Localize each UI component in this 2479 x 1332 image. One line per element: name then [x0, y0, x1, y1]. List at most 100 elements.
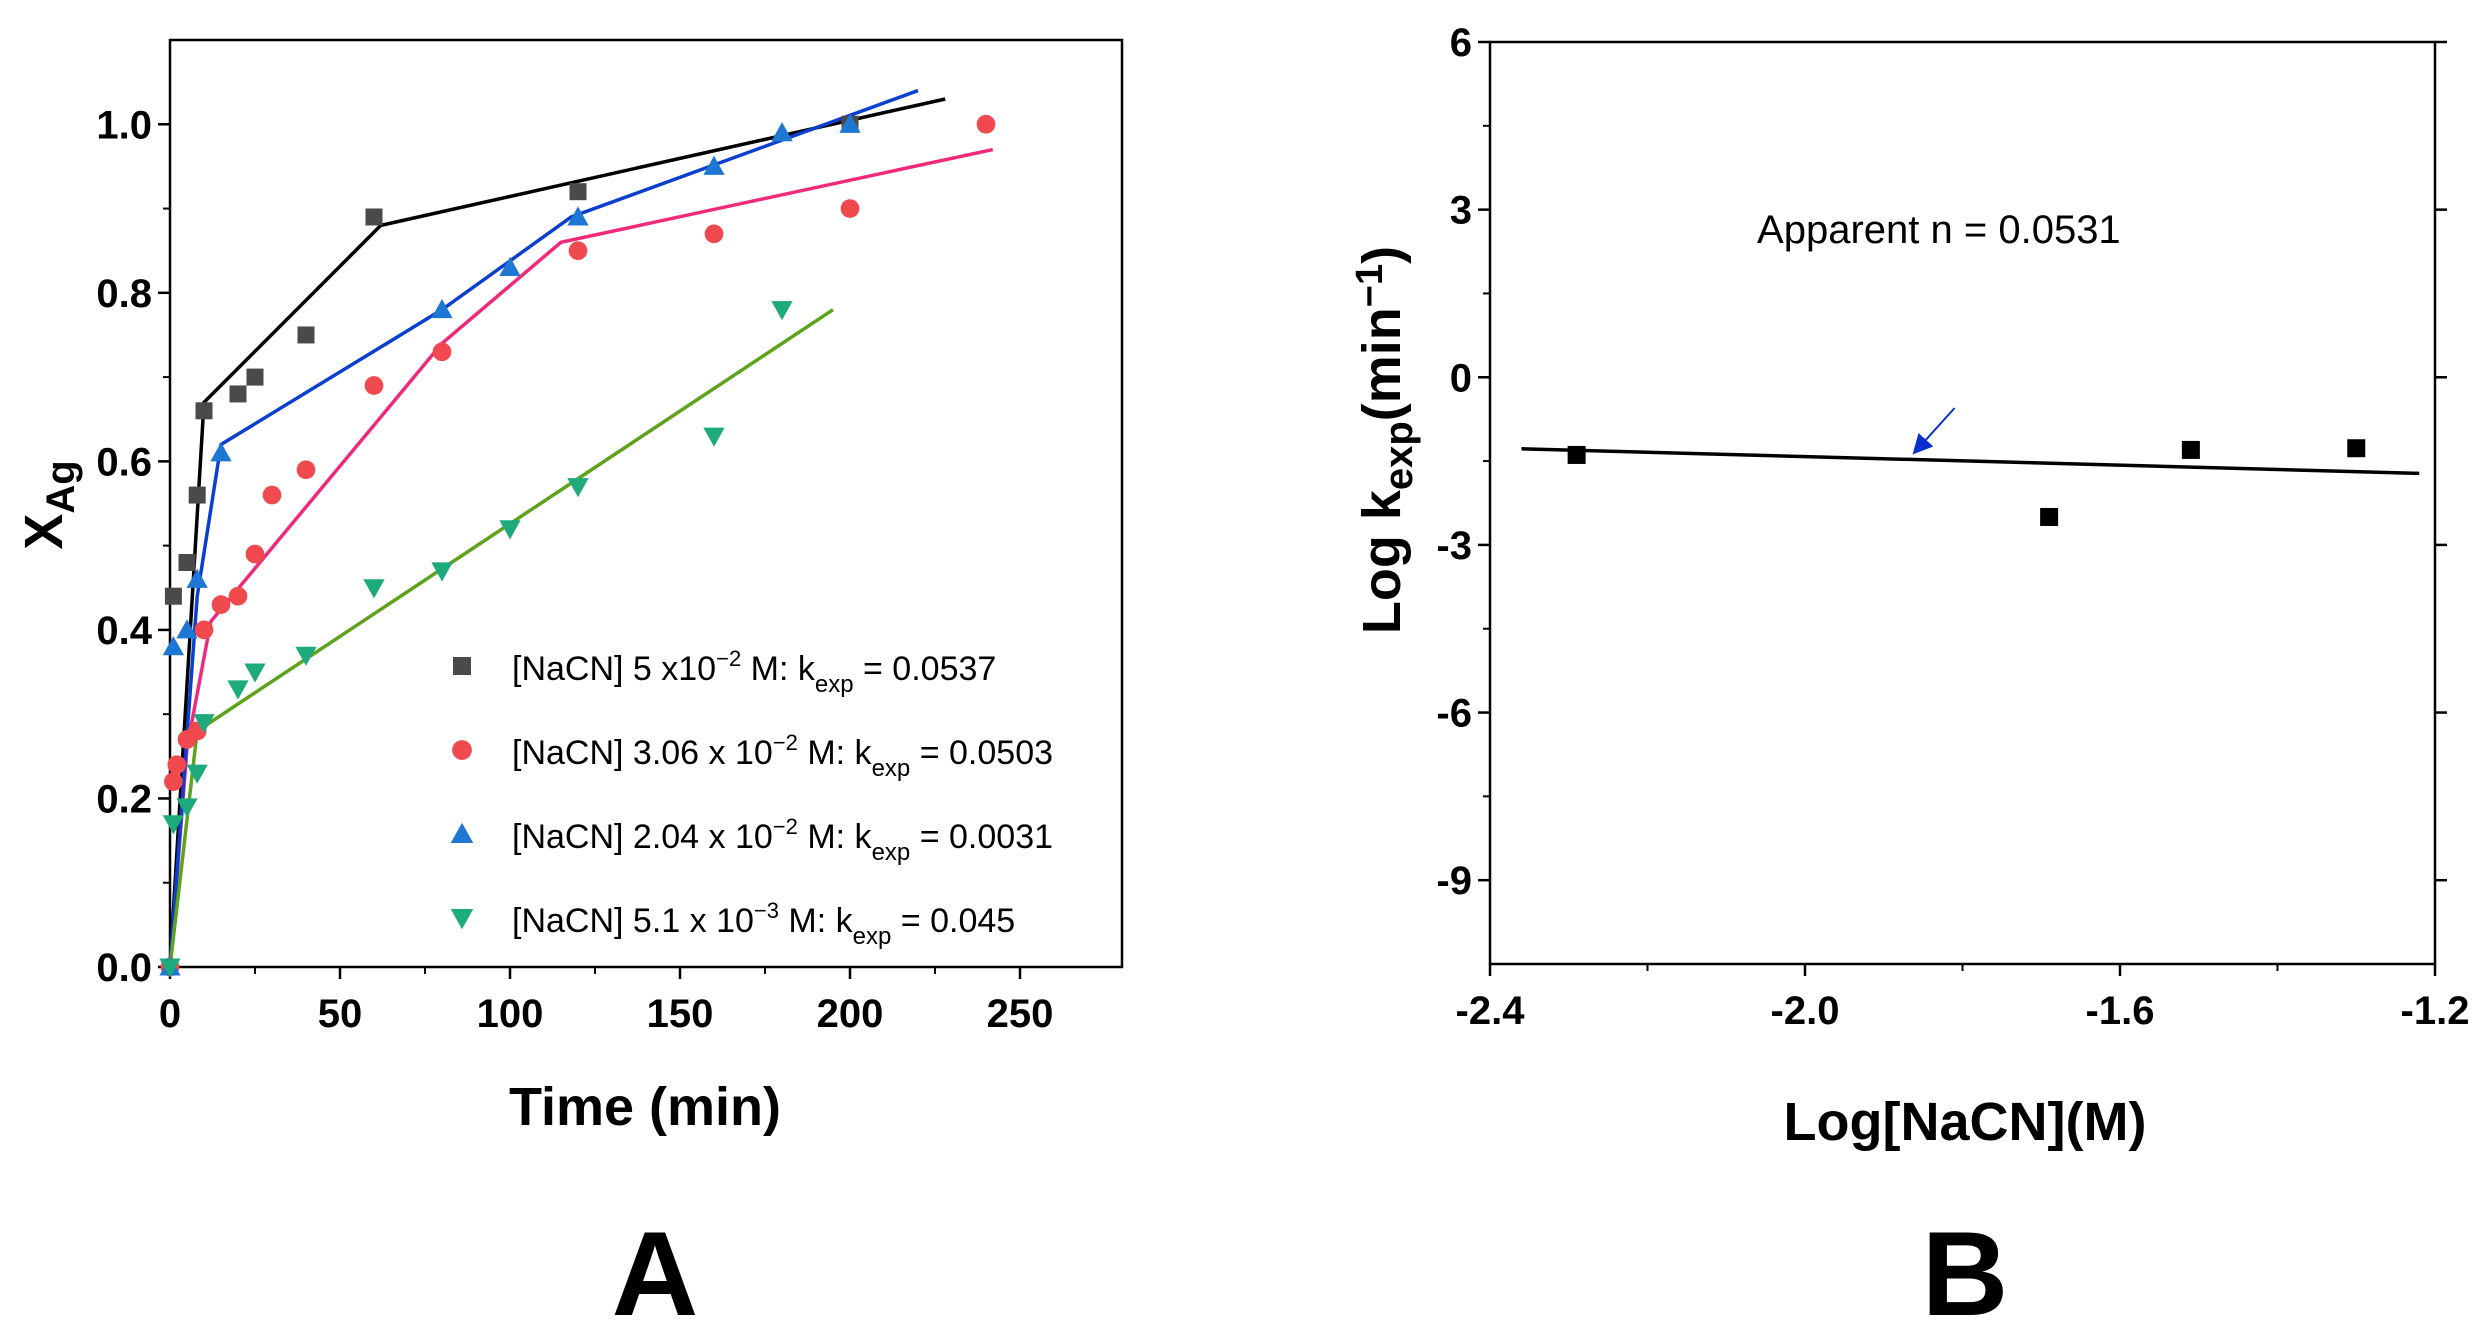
panel-a-point-series-1	[262, 485, 282, 505]
panel-a-y-tick-label: 0.0	[96, 946, 152, 990]
panel-a-point-series-3	[567, 478, 589, 498]
panel-a-legend-entry-0: [NaCN] 5 x10−2 M: kexp = 0.0537	[512, 646, 996, 698]
panel-b-y-tick-label: 3	[1450, 189, 1472, 233]
panel-a-point-series-1	[228, 586, 248, 606]
panel-b-x-tick-label: -1.6	[2086, 989, 2155, 1033]
panel-a-plot-area	[168, 38, 1124, 969]
panel-a-point-series-1	[840, 199, 860, 218]
panel-a-ticks: 0 50 100 150 200 250 0.0 0.2 0.4 0.6 0.8 1.0	[96, 103, 1053, 1036]
panel-a-point-series-3	[295, 646, 317, 666]
panel-a-legend-text-part: exp	[853, 923, 892, 950]
panel-b-y-axis-title-sup: −1	[1349, 264, 1391, 307]
panel-a-point-series-2	[431, 299, 453, 319]
panel-a-x-tick-label: 100	[477, 992, 544, 1036]
panel-a-point-series-2	[176, 619, 198, 639]
panel-a-point-series-0	[195, 402, 213, 420]
panel-a-x-tick-label: 50	[318, 992, 363, 1036]
panel-a-y-axis-title-sub: Ag	[39, 460, 83, 513]
panel-a-point-series-0	[365, 208, 383, 226]
panel-a-point-series-1	[976, 114, 996, 134]
panel-a-point-series-1	[167, 755, 187, 775]
panel-b-point	[2040, 507, 2059, 526]
panel-a-point-series-3	[703, 427, 725, 447]
panel-b-y-tick-label: 6	[1450, 21, 1472, 65]
panel-b-point	[1567, 445, 1586, 464]
panel-b-ticks: -2.4 -2.0 -1.6 -1.2 6 3 0 -3 -6 -9	[1436, 21, 2469, 1033]
panel-b-fit-line	[1521, 447, 2420, 476]
panel-a-legend-marker-2	[450, 822, 474, 843]
panel-a-legend-text-part: [NaCN] 5.1 x 10	[512, 902, 754, 940]
panel-b-y-axis-title-sub: exp	[1377, 421, 1421, 490]
panel-a-x-tick-label: 250	[987, 992, 1054, 1036]
panel-a-legend-text-part: M: k	[741, 650, 816, 688]
panel-a-point-series-1	[704, 224, 724, 244]
panel-a-y-tick-label: 0.6	[96, 440, 152, 484]
panel-a-point-series-1	[245, 544, 265, 564]
panel-a-point-series-2	[162, 636, 185, 656]
panel-a-point-series-3	[363, 579, 385, 599]
panel-a-point-series-2	[567, 206, 589, 226]
panel-b-fit-line	[1521, 447, 2420, 476]
panel-a-legend-text-part: M: k	[798, 818, 873, 856]
panel-a-y-axis-title-main: X	[14, 514, 74, 550]
panel-a-y-tick-label: 1.0	[96, 103, 152, 147]
panel-a-legend-marker-1	[452, 740, 472, 760]
panel-a-point-series-3	[244, 663, 266, 683]
panel-b-annotation-text: Apparent n = 0.0531	[1757, 208, 2121, 252]
panel-a-x-tick-label: 150	[647, 992, 714, 1036]
panel-a-point-series-3	[159, 958, 181, 978]
panel-b-x-axis-title: Log[NaCN](M)	[1784, 1092, 2147, 1152]
panel-a-legend-text-part: = 0.0537	[854, 650, 997, 688]
panel-a-legend-text-part: −2	[716, 646, 741, 671]
panel-a-point-series-2	[210, 442, 232, 462]
panel-a-fit-lines	[168, 88, 994, 968]
panel-a-point-series-1	[194, 620, 214, 640]
panel-a-legend-text-part: exp	[815, 671, 854, 698]
panel-a-point-series-3	[227, 680, 249, 700]
panel-a-point-series-3	[499, 520, 521, 540]
panel-a-point-series-3	[176, 798, 198, 818]
panel-b-y-tick-label: -6	[1436, 692, 1472, 736]
panel-a-fit-line-series-0	[168, 97, 946, 968]
panel-b-chart: -2.4 -2.0 -1.6 -1.2 6 3 0 -3 -6 -9 Apparent n = 0…	[1349, 21, 2469, 1332]
panel-a-point-series-3	[771, 301, 793, 321]
panel-a-x-tick-label: 200	[817, 992, 884, 1036]
panel-a-point-series-2	[703, 155, 725, 175]
panel-a-point-series-0	[229, 385, 247, 403]
panel-a-legend-text-part: exp	[872, 839, 911, 866]
panel-a-legend-text-part: M: k	[798, 734, 873, 772]
panel-b-point	[2181, 440, 2200, 459]
panel-b-y-tick-label: -3	[1436, 524, 1472, 568]
panel-b-x-tick-label: -2.0	[1771, 989, 1840, 1033]
panel-a-data-points	[159, 113, 996, 978]
panel-a-point-series-0	[188, 486, 206, 504]
panel-a-legend-text-part: = 0.0031	[910, 818, 1053, 856]
panel-a-chart: 0 50 100 150 200 250 0.0 0.2 0.4 0.6 0.8 1.0 [NaCN]…	[14, 38, 1124, 1332]
panel-a-point-series-0	[246, 368, 264, 386]
panel-a-legend-text-part: M: k	[779, 902, 854, 940]
panel-b-y-tick-label: -9	[1436, 859, 1472, 903]
panel-a-point-series-3	[193, 714, 215, 734]
panel-a-legend-text-part: exp	[872, 755, 911, 782]
panel-a-point-series-3	[186, 764, 208, 784]
panel-a-point-series-2	[499, 256, 521, 277]
panel-a-point-series-0	[178, 553, 196, 571]
panel-b-y-axis-title-unit: (min	[1352, 307, 1412, 421]
panel-a-point-series-3	[162, 815, 185, 835]
panel-b-point	[2347, 439, 2366, 458]
panel-a-x-tick-label: 0	[159, 992, 181, 1036]
panel-a-point-series-1	[432, 342, 452, 362]
panel-a-legend-text-part: −2	[773, 814, 798, 839]
panel-a-point-series-1	[164, 772, 183, 791]
panel-a-legend-marker-0	[453, 657, 471, 675]
panel-a-point-series-0	[297, 326, 315, 344]
panel-a-point-series-0	[164, 587, 182, 605]
panel-b-x-tick-label: -2.4	[1456, 989, 1526, 1033]
panel-b-y-tick-label: 0	[1450, 356, 1472, 400]
panel-a-point-series-0	[569, 183, 587, 201]
panel-a-point-series-1	[211, 595, 231, 614]
panel-b-x-tick-label: -1.2	[2401, 989, 2470, 1033]
panel-a-legend-text-part: −2	[773, 730, 798, 755]
panel-a-y-tick-label: 0.2	[96, 777, 152, 821]
